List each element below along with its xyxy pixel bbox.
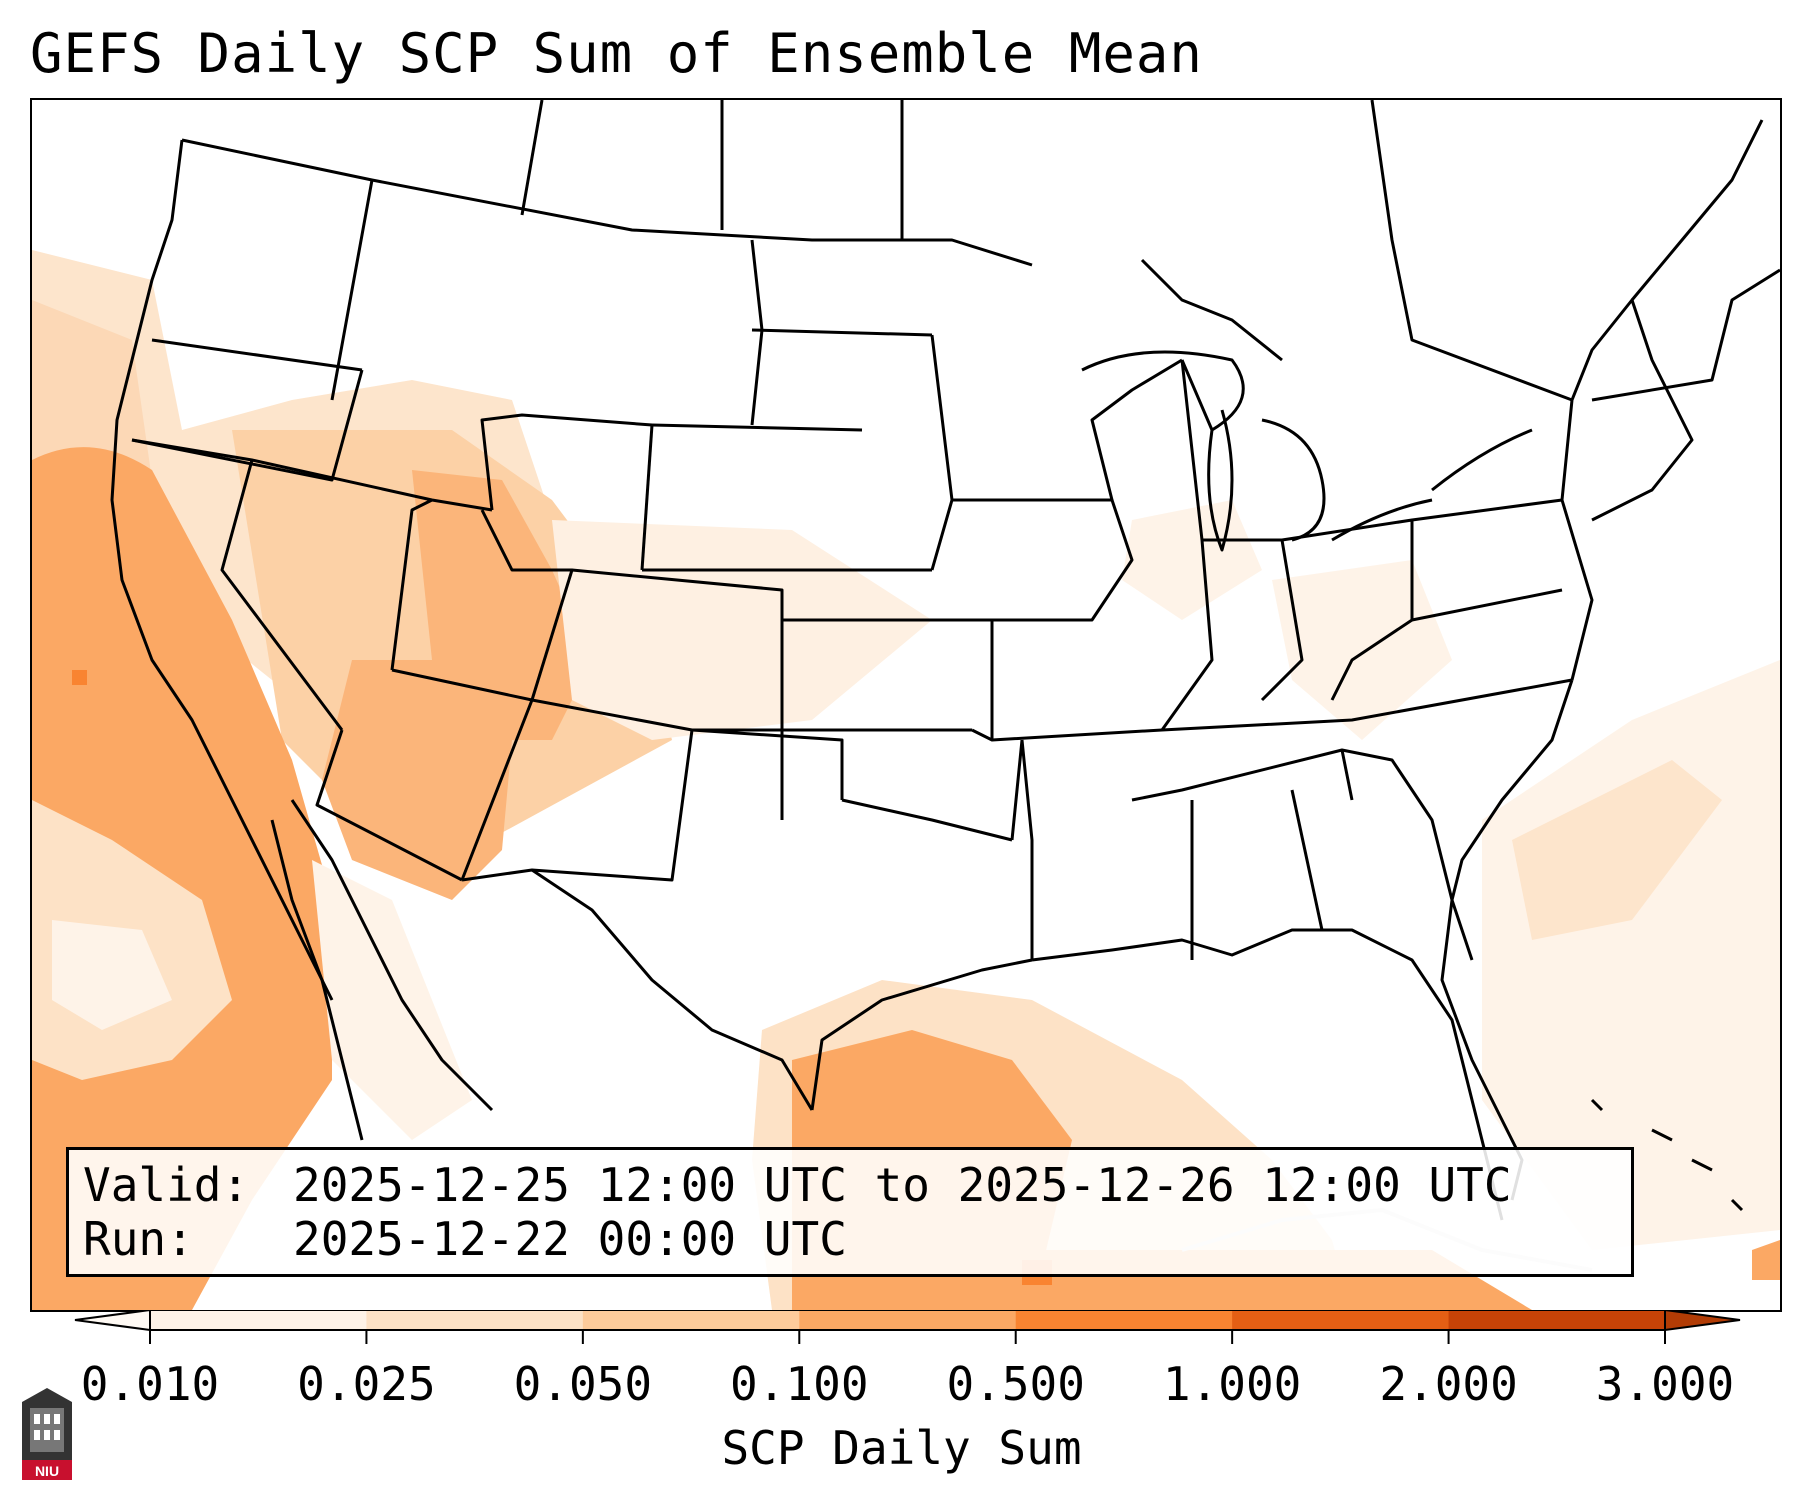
colorbar-segments — [74, 1310, 1741, 1332]
run-label: Run: — [83, 1212, 194, 1266]
colorbar-label: SCP Daily Sum — [721, 1421, 1082, 1475]
colorbar-ticks — [149, 1330, 1666, 1344]
valid-value: 2025-12-25 12:00 UTC to 2025-12-26 12:00… — [293, 1158, 1512, 1212]
colorbar-tick-label: 2.000 — [1379, 1357, 1518, 1411]
colorbar-segment — [582, 1310, 800, 1330]
colorbar-extend-high — [1664, 1310, 1741, 1332]
colorbar-tick-label: 0.500 — [946, 1357, 1085, 1411]
valid-line: Valid: 2025-12-25 12:00 UTC to 2025-12-26… — [83, 1158, 1631, 1212]
map-boundaries — [110, 100, 1780, 1272]
colorbar — [74, 1310, 1741, 1344]
map-panel — [30, 98, 1782, 1312]
map-title: GEFS Daily SCP Sum of Ensemble Mean — [30, 22, 1203, 85]
colorbar-tick-label: 0.050 — [513, 1357, 653, 1411]
colorbar-segment — [366, 1310, 584, 1330]
colorbar-segment — [1015, 1310, 1233, 1330]
colorbar-tick-label: 3.000 — [1595, 1357, 1735, 1411]
colorbar-segment — [1232, 1310, 1450, 1330]
logo-text: NIU — [35, 1463, 59, 1479]
colorbar-segment — [1448, 1310, 1666, 1330]
colorbar-segment — [150, 1310, 367, 1330]
colorbar-outline — [149, 1310, 1666, 1331]
colorbar-tick-label: 0.100 — [730, 1357, 869, 1411]
map-canvas — [32, 100, 1780, 1310]
colorbar-segment — [799, 1310, 1017, 1330]
valid-label: Valid: — [83, 1158, 250, 1212]
run-line: Run: 2025-12-22 00:00 UTC — [83, 1212, 1631, 1266]
run-value: 2025-12-22 00:00 UTC — [293, 1212, 847, 1266]
niu-logo: NIU — [22, 1388, 72, 1480]
colorbar-tick-label: 1.000 — [1162, 1357, 1302, 1411]
colorbar-extend-low — [74, 1310, 151, 1332]
colorbar-tick-label: 0.010 — [80, 1357, 220, 1411]
info-box: Valid: 2025-12-25 12:00 UTC to 2025-12-26… — [66, 1147, 1634, 1277]
colorbar-tick-label: 0.025 — [297, 1357, 436, 1411]
